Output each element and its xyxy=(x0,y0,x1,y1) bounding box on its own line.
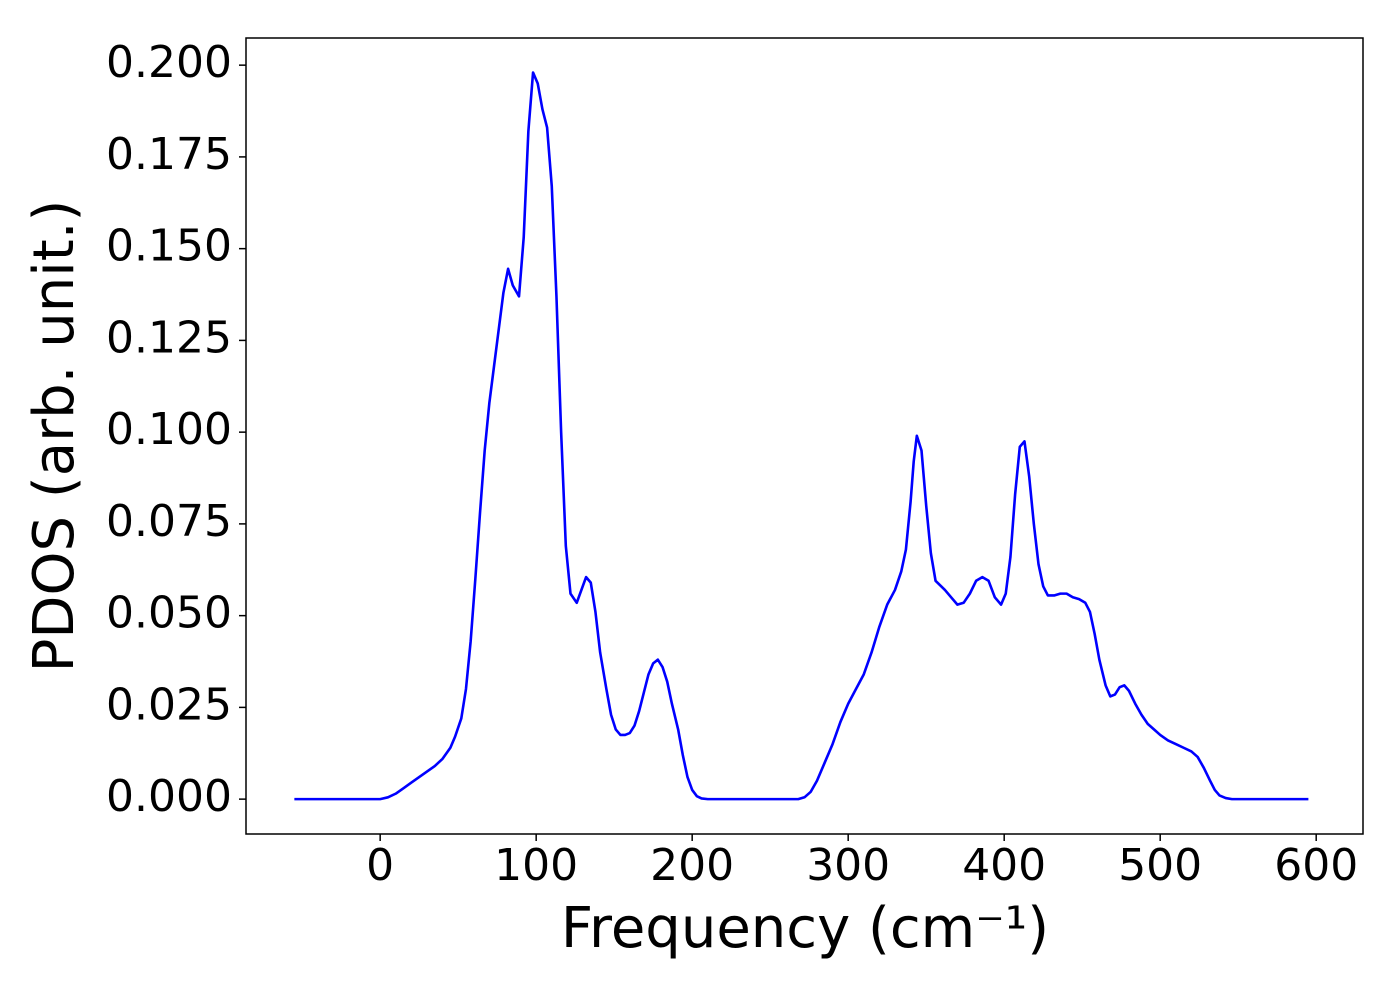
y-tick-label: 0.150 xyxy=(106,221,232,272)
y-axis-label: PDOS (arb. unit.) xyxy=(22,200,87,673)
y-tick-label: 0.175 xyxy=(106,129,232,180)
x-tick-label: 300 xyxy=(806,840,890,891)
y-tick-label: 0.000 xyxy=(106,771,232,822)
x-tick-label: 100 xyxy=(494,840,578,891)
y-tick-label: 0.100 xyxy=(106,404,232,455)
x-axis-label: Frequency (cm⁻¹) xyxy=(561,896,1049,961)
y-tick-label: 0.050 xyxy=(106,588,232,639)
y-tick-label: 0.200 xyxy=(106,37,232,88)
plot-frame xyxy=(245,37,1364,835)
x-tick-label: 600 xyxy=(1274,840,1358,891)
x-tick-label: 400 xyxy=(962,840,1046,891)
y-tick-label: 0.025 xyxy=(106,679,232,730)
x-tick-label: 500 xyxy=(1118,840,1202,891)
y-tick-label: 0.125 xyxy=(106,312,232,363)
y-tick-label: 0.075 xyxy=(106,496,232,547)
line-series xyxy=(294,71,1309,801)
x-tick-label: 0 xyxy=(366,840,394,891)
x-tick-label: 200 xyxy=(650,840,734,891)
